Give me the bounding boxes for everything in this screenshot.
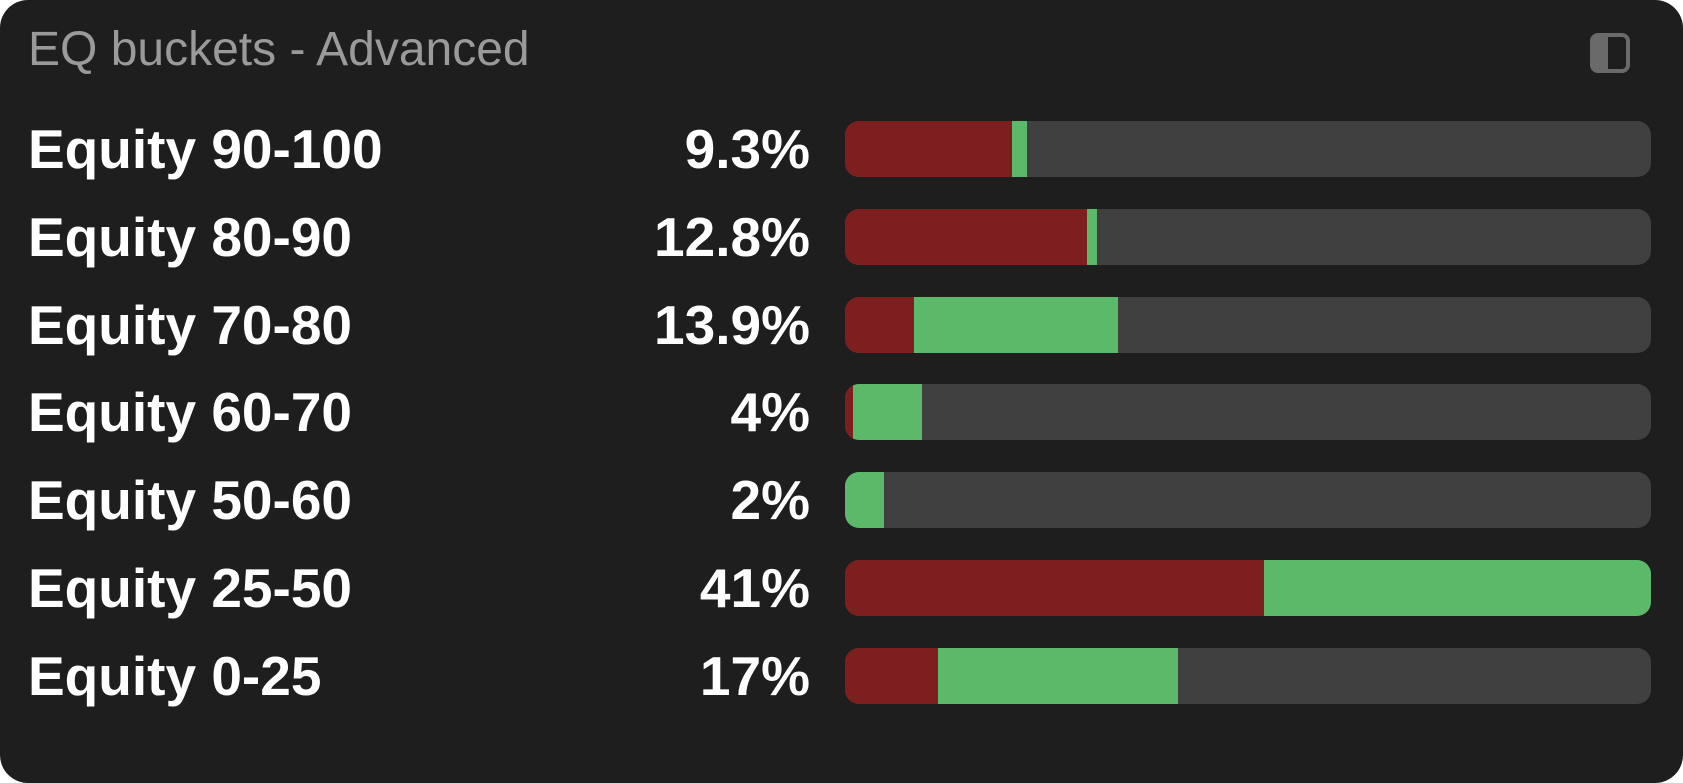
bucket-percentage: 9.3% [684, 118, 810, 180]
bucket-row: Equity 70-80 13.9% [0, 297, 1683, 353]
bucket-bar-green-segment [1264, 560, 1651, 616]
bucket-percentage: 17% [699, 645, 810, 707]
bucket-percentage: 12.8% [654, 206, 810, 268]
bucket-percentage: 41% [699, 557, 810, 619]
bucket-bar-track [845, 648, 1651, 704]
bucket-row: Equity 50-60 2% [0, 472, 1683, 528]
bucket-label: Equity 60-70 [28, 381, 353, 443]
bucket-bar-red-segment [845, 297, 914, 353]
bucket-bar-red-segment [845, 209, 1087, 265]
bucket-row: Equity 0-25 17% [0, 648, 1683, 704]
bucket-label: Equity 50-60 [28, 469, 353, 531]
bucket-bar-track [845, 209, 1651, 265]
bucket-bar-track [845, 121, 1651, 177]
bucket-bar-track [845, 297, 1651, 353]
bucket-bar-green-segment [845, 472, 884, 528]
bucket-bar-green-segment [938, 648, 1178, 704]
bucket-label: Equity 25-50 [28, 557, 353, 619]
bucket-label: Equity 90-100 [28, 118, 383, 180]
bucket-bar-red-segment [845, 560, 1264, 616]
bucket-label: Equity 0-25 [28, 645, 322, 707]
bucket-label: Equity 80-90 [28, 206, 353, 268]
bucket-percentage: 2% [730, 469, 811, 531]
bucket-label: Equity 70-80 [28, 294, 353, 356]
bucket-percentage: 4% [730, 381, 811, 443]
panel-title: EQ buckets - Advanced [28, 23, 530, 76]
bucket-bar-red-segment [845, 384, 853, 440]
bucket-bar-green-segment [1087, 209, 1097, 265]
bucket-bar-track [845, 472, 1651, 528]
bucket-percentage: 13.9% [654, 294, 810, 356]
bucket-bar-green-segment [1012, 121, 1027, 177]
bucket-row: Equity 60-70 4% [0, 384, 1683, 440]
bucket-bar-green-segment [853, 384, 922, 440]
bucket-bar-green-segment [914, 297, 1118, 353]
bucket-bar-track [845, 560, 1651, 616]
bucket-row: Equity 90-100 9.3% [0, 121, 1683, 177]
bucket-bar-red-segment [845, 121, 1012, 177]
bucket-bar-red-segment [845, 648, 938, 704]
bucket-row: Equity 25-50 41% [0, 560, 1683, 616]
bucket-bar-track [845, 384, 1651, 440]
sidebar-toggle-icon[interactable] [1590, 33, 1630, 73]
bucket-row: Equity 80-90 12.8% [0, 209, 1683, 265]
